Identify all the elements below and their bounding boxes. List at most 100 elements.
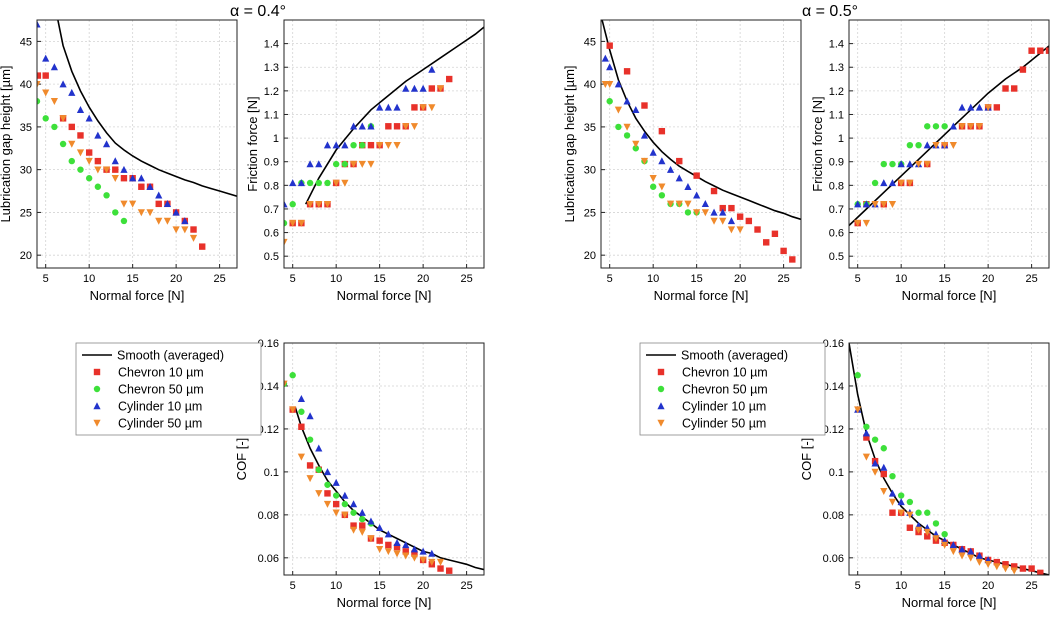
point-circle — [42, 115, 49, 122]
point-triangle-up — [410, 545, 419, 553]
point-triangle-down — [410, 554, 419, 562]
point-square — [393, 123, 401, 130]
point-triangle-up — [675, 174, 683, 182]
y-tick-label: 0.7 — [264, 204, 279, 216]
title-alpha-04: α = 0.4° — [230, 3, 286, 20]
point-triangle-down — [640, 157, 649, 165]
point-triangle-down — [975, 558, 984, 566]
point-triangle-up — [949, 122, 957, 130]
y-tick-label: 0.5 — [264, 251, 279, 263]
point-triangle-down — [367, 160, 375, 168]
y-axis-label: COF [-] — [234, 438, 249, 481]
point-triangle-up — [155, 191, 163, 199]
point-circle — [889, 160, 896, 168]
point-triangle-down — [923, 160, 931, 168]
point-triangle-up — [37, 20, 41, 28]
point-triangle-up — [306, 412, 314, 420]
point-triangle-down — [323, 500, 332, 508]
x-tick-label: 15 — [691, 273, 703, 285]
point-circle — [623, 132, 631, 139]
point-triangle-up — [402, 541, 410, 549]
point-circle — [332, 492, 340, 499]
point-triangle-down — [888, 201, 897, 209]
point-triangle-up — [862, 200, 870, 208]
point-triangle-down — [68, 140, 76, 148]
point-triangle-up — [419, 547, 427, 555]
smooth-averaged-line — [57, 20, 237, 197]
point-triangle-down — [854, 406, 862, 414]
point-circle — [85, 175, 93, 182]
point-square — [428, 85, 436, 92]
legend-label: Chevron 50 µm — [682, 383, 768, 397]
point-square — [1019, 66, 1027, 73]
point-triangle-down — [289, 219, 297, 227]
point-triangle-down — [393, 550, 401, 558]
point-circle — [924, 123, 931, 130]
point-square — [676, 157, 683, 165]
point-square — [376, 537, 383, 544]
point-triangle-up — [111, 157, 119, 165]
point-square — [658, 127, 666, 135]
x-axis-label: Normal force [N] — [654, 288, 749, 303]
point-triangle-down — [384, 141, 392, 149]
y-tick-label: 20 — [20, 250, 32, 262]
point-triangle-down — [862, 453, 870, 461]
point-triangle-up — [614, 80, 622, 88]
point-triangle-up — [958, 545, 966, 553]
legend-label: Cylinder 50 µm — [118, 417, 202, 431]
point-square — [393, 543, 401, 551]
legend-symbol-circle — [93, 385, 101, 393]
point-circle — [306, 179, 314, 187]
y-tick-label: 0.8 — [264, 180, 279, 192]
point-square — [1028, 47, 1035, 54]
point-triangle-down — [666, 200, 675, 208]
point-circle — [298, 408, 305, 415]
x-axis-label: Normal force [N] — [902, 288, 997, 303]
point-circle — [120, 217, 128, 225]
chart-gap-height-05: 5 10 15 20 25 20 25 30 35 40 45 Normal force [N] Lub… — [562, 19, 802, 303]
point-square — [190, 226, 197, 233]
point-triangle-up — [181, 217, 189, 225]
point-triangle-up — [315, 160, 323, 168]
y-tick-label: 40 — [20, 79, 32, 91]
x-axis-label: Normal force [N] — [902, 595, 997, 610]
point-square — [754, 226, 761, 233]
point-triangle-up — [68, 88, 76, 96]
y-tick-label: 0.1 — [264, 467, 279, 479]
x-tick-label: 5 — [290, 273, 296, 285]
x-tick-label: 15 — [127, 273, 139, 285]
point-triangle-up — [958, 103, 966, 111]
y-tick-label: 0.08 — [258, 510, 279, 522]
x-tick-label: 20 — [170, 273, 182, 285]
point-triangle-down — [146, 209, 154, 217]
point-triangle-up — [623, 97, 631, 105]
point-triangle-up — [376, 523, 384, 531]
legend-symbol-triangle-down — [657, 419, 665, 427]
y-tick-label: 0.14 — [258, 381, 279, 393]
point-triangle-up — [601, 54, 609, 62]
point-triangle-up — [76, 105, 85, 113]
point-triangle-down — [50, 98, 58, 106]
point-triangle-up — [393, 103, 401, 111]
y-tick-label: 45 — [20, 36, 32, 48]
point-triangle-up — [701, 200, 709, 208]
point-circle — [68, 157, 75, 165]
x-tick-label: 5 — [290, 580, 296, 592]
point-triangle-up — [975, 551, 984, 559]
point-triangle-down — [323, 201, 332, 209]
y-tick-label: 1.1 — [264, 109, 279, 121]
point-circle — [359, 141, 366, 149]
point-triangle-down — [402, 552, 410, 560]
point-triangle-down — [332, 179, 340, 187]
legend-symbol-circle — [657, 385, 665, 393]
legend-label: Chevron 10 µm — [118, 366, 204, 380]
x-tick-label: 10 — [330, 580, 342, 592]
point-triangle-down — [102, 166, 111, 174]
point-triangle-down — [897, 509, 905, 517]
point-circle — [684, 209, 692, 216]
point-circle — [350, 141, 357, 149]
point-circle — [615, 123, 622, 131]
point-circle — [915, 509, 922, 516]
point-triangle-up — [658, 157, 666, 165]
